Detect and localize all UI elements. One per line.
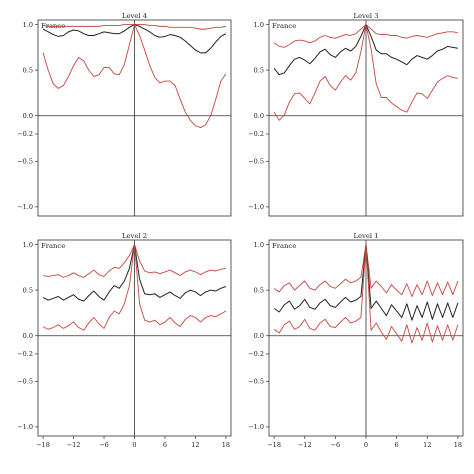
x-tick-label: −18 xyxy=(36,441,50,449)
y-tick-label: −0.5 xyxy=(248,378,264,386)
y-tick-label: −1.0 xyxy=(17,203,33,211)
y-tick-label: 0.5 xyxy=(23,66,33,74)
y-tick-label: 0.0 xyxy=(254,112,264,120)
x-tick-label: 12 xyxy=(423,441,431,449)
y-tick-label: 0.0 xyxy=(23,332,33,340)
y-tick-label: 1.0 xyxy=(254,21,264,29)
x-tick-label: 12 xyxy=(191,441,199,449)
panel-title: Level 2 xyxy=(122,232,147,240)
x-tick-label: 18 xyxy=(454,441,462,449)
y-tick-label: −0.2 xyxy=(17,130,33,138)
x-tick-label: −12 xyxy=(67,441,81,449)
x-tick-label: 0 xyxy=(364,441,368,449)
y-tick-label: −0.2 xyxy=(17,350,33,358)
y-tick-label: 1.0 xyxy=(254,241,264,249)
y-tick-label: 1.0 xyxy=(23,21,33,29)
y-tick-label: 0.0 xyxy=(254,332,264,340)
confidence-band-line xyxy=(42,244,227,331)
panel-title: Level 4 xyxy=(122,12,147,20)
region-label: France xyxy=(272,242,296,250)
y-tick-label: −0.5 xyxy=(17,378,33,386)
confidence-band-line xyxy=(42,24,227,129)
x-tick-label: 18 xyxy=(222,441,230,449)
y-tick-label: 0.5 xyxy=(254,66,264,74)
y-tick-label: 0.5 xyxy=(254,286,264,294)
panel-3: 1.0 0.5 0.0 −0.2 −0.5 −1.0 −18 −12 −6 0 6 12 18 Level… xyxy=(17,232,232,449)
y-tick-label: −0.5 xyxy=(17,158,33,166)
x-tick-label: −6 xyxy=(331,441,341,449)
panel-2: 1.0 0.5 0.0 −0.2 −0.5 −1.0 Level 3 France xyxy=(248,12,464,217)
region-label: France xyxy=(41,242,65,250)
y-tick-label: 0.0 xyxy=(23,112,33,120)
y-tick-label: −0.2 xyxy=(248,130,264,138)
x-tick-label: −12 xyxy=(298,441,312,449)
panel-4: 1.0 0.5 0.0 −0.2 −0.5 −1.0 −18 −12 −6 0 6 12 18 Level… xyxy=(248,232,464,449)
y-tick-label: −0.2 xyxy=(248,350,264,358)
panel-title: Level 1 xyxy=(353,232,378,240)
x-tick-label: 0 xyxy=(132,441,136,449)
confidence-band-line xyxy=(273,244,459,344)
y-tick-label: −0.5 xyxy=(248,158,264,166)
y-tick-label: −1.0 xyxy=(248,203,264,211)
x-tick-label: 6 xyxy=(163,441,167,449)
x-tick-label: 6 xyxy=(395,441,399,449)
y-tick-label: 1.0 xyxy=(23,241,33,249)
x-tick-label: −18 xyxy=(267,441,281,449)
y-tick-label: −1.0 xyxy=(17,423,33,431)
region-label: France xyxy=(272,22,296,30)
confidence-band-line xyxy=(273,24,458,121)
y-tick-label: 0.5 xyxy=(23,286,33,294)
y-tick-label: −1.0 xyxy=(248,423,264,431)
panel-title: Level 3 xyxy=(353,12,378,20)
x-tick-label: −6 xyxy=(99,441,109,449)
